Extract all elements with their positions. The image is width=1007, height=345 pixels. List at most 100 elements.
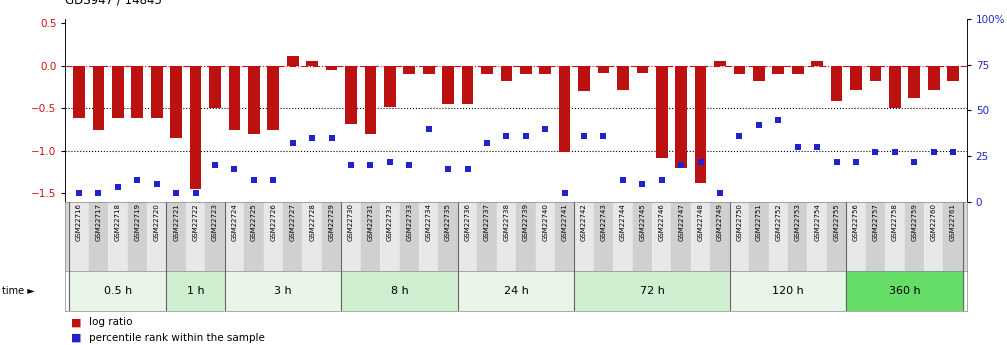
Bar <box>885 202 904 271</box>
Text: ■: ■ <box>70 333 81 343</box>
Bar <box>870 66 881 81</box>
Text: GSM22731: GSM22731 <box>368 203 374 241</box>
Bar <box>710 202 730 271</box>
Point <box>789 144 806 150</box>
Bar <box>458 271 574 310</box>
Bar <box>516 202 536 271</box>
Point <box>246 177 262 183</box>
Bar <box>496 202 516 271</box>
Text: GSM22716: GSM22716 <box>77 203 82 241</box>
Point <box>382 159 398 164</box>
Point <box>634 181 651 186</box>
Bar <box>477 202 496 271</box>
Bar <box>325 66 337 70</box>
Bar <box>108 202 128 271</box>
Bar <box>225 202 244 271</box>
Text: GSM22759: GSM22759 <box>911 203 917 241</box>
Bar <box>555 202 574 271</box>
Point <box>401 162 417 168</box>
Text: GSM22718: GSM22718 <box>115 203 121 241</box>
Bar <box>734 66 745 74</box>
Point <box>149 181 165 186</box>
Bar <box>438 202 458 271</box>
Bar <box>598 66 609 72</box>
Point <box>770 117 786 122</box>
Bar <box>322 202 341 271</box>
Text: GSM22743: GSM22743 <box>600 203 606 241</box>
Text: GSM22730: GSM22730 <box>348 203 354 241</box>
Bar <box>302 202 322 271</box>
Bar <box>361 202 380 271</box>
Bar <box>559 66 571 152</box>
Text: GSM22739: GSM22739 <box>523 203 529 241</box>
Point <box>887 150 903 155</box>
Point <box>945 150 961 155</box>
Bar <box>209 66 221 108</box>
Bar <box>229 66 241 129</box>
Bar <box>672 202 691 271</box>
Bar <box>458 202 477 271</box>
Text: GSM22742: GSM22742 <box>581 203 587 241</box>
Bar <box>283 202 302 271</box>
Text: time ►: time ► <box>2 286 35 296</box>
Text: GSM22729: GSM22729 <box>328 203 334 241</box>
Text: GSM22738: GSM22738 <box>504 203 510 241</box>
Text: GSM22724: GSM22724 <box>232 203 238 241</box>
Bar <box>93 66 105 129</box>
Bar <box>170 66 182 138</box>
Point <box>615 177 631 183</box>
Text: GSM22753: GSM22753 <box>795 203 801 241</box>
Bar <box>772 66 784 74</box>
Text: percentile rank within the sample: percentile rank within the sample <box>89 333 265 343</box>
Text: GSM22754: GSM22754 <box>814 203 820 241</box>
Bar <box>442 66 454 104</box>
Point <box>363 162 379 168</box>
Point <box>187 190 203 195</box>
Bar <box>264 202 283 271</box>
Bar <box>944 202 963 271</box>
Bar <box>691 202 710 271</box>
Text: 1 h: 1 h <box>186 286 204 296</box>
Bar <box>927 66 940 90</box>
Bar <box>128 202 147 271</box>
Point <box>751 122 767 128</box>
Bar <box>676 66 687 168</box>
Bar <box>632 202 653 271</box>
Bar <box>341 271 458 310</box>
Bar <box>730 271 846 310</box>
Text: GSM22732: GSM22732 <box>387 203 393 241</box>
Point <box>829 159 845 164</box>
Point <box>91 190 107 195</box>
Bar <box>714 61 726 66</box>
Point <box>323 135 339 141</box>
Bar <box>827 202 846 271</box>
Text: GSM22760: GSM22760 <box>930 203 937 241</box>
Bar <box>948 66 959 81</box>
Bar <box>69 271 166 310</box>
Bar <box>306 61 318 66</box>
Text: 120 h: 120 h <box>772 286 804 296</box>
Point <box>285 140 301 146</box>
Text: GSM22756: GSM22756 <box>853 203 859 241</box>
Bar <box>850 66 862 90</box>
Text: GSM22741: GSM22741 <box>562 203 568 241</box>
Bar <box>380 202 400 271</box>
Text: GSM22725: GSM22725 <box>251 203 257 241</box>
Text: GSM22744: GSM22744 <box>620 203 626 241</box>
Text: GSM22747: GSM22747 <box>678 203 684 241</box>
Bar <box>904 202 924 271</box>
Bar <box>578 66 590 91</box>
Text: 3 h: 3 h <box>274 286 292 296</box>
Bar <box>423 66 434 74</box>
Bar <box>112 66 124 118</box>
Point <box>693 159 709 164</box>
Bar <box>287 56 298 66</box>
Bar <box>636 66 649 72</box>
Point <box>227 166 243 172</box>
Text: GSM22748: GSM22748 <box>698 203 704 241</box>
Text: GSM22735: GSM22735 <box>445 203 451 241</box>
Bar <box>520 66 532 74</box>
Bar <box>695 66 707 183</box>
Text: GSM22720: GSM22720 <box>154 203 160 241</box>
Text: GSM22761: GSM22761 <box>951 203 956 241</box>
